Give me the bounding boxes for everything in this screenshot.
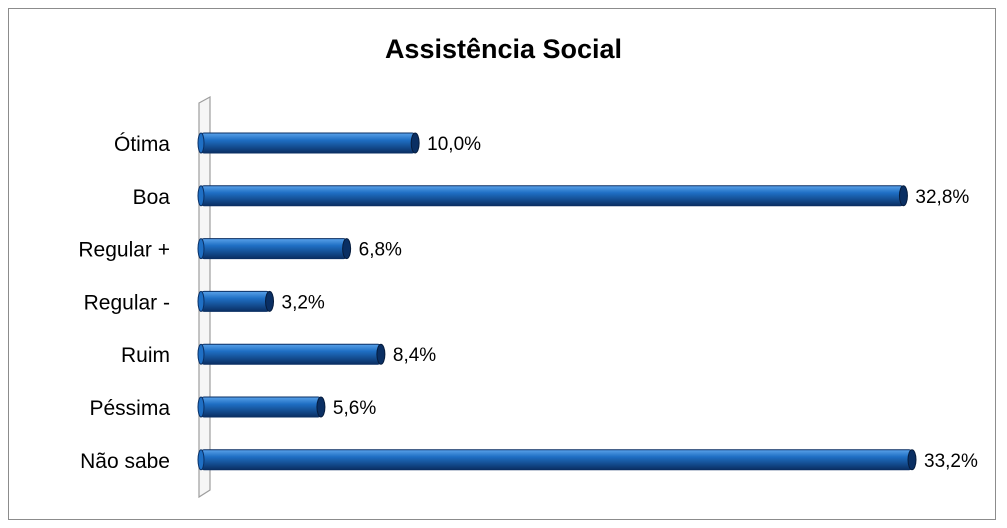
data-label: 32,8% [915,187,969,208]
bar [200,185,904,207]
bar-end-cap [410,132,420,154]
chart-title: Assistência Social [384,34,623,64]
bar-start-cap [197,449,205,471]
bar-start-cap [197,343,205,365]
bar-end-cap [907,449,917,471]
data-label: 6,8% [359,240,402,261]
category-label: Péssima [89,397,170,420]
data-label: 10,0% [427,134,481,155]
bar-start-cap [197,185,205,207]
data-label: 33,2% [924,451,978,472]
bar [200,238,348,260]
bars-group [197,132,917,471]
bar [200,290,271,312]
bar-end-cap [265,290,275,312]
bar [200,449,913,471]
bar-end-cap [898,185,908,207]
chart-frame [8,8,996,520]
category-label: Boa [133,186,171,209]
bar-start-cap [197,238,205,260]
bar [200,396,322,418]
bar-end-cap [376,343,386,365]
bar [200,132,416,154]
category-label: Não sabe [80,450,170,473]
bar [200,343,382,365]
bar-end-cap [316,396,326,418]
data-label: 3,2% [282,292,325,313]
bar-start-cap [197,290,205,312]
data-label: 8,4% [393,345,436,366]
category-label: Ótima [114,133,170,156]
category-label: Ruim [121,344,170,367]
category-label: Regular + [78,239,170,262]
bar-start-cap [197,132,205,154]
bar-start-cap [197,396,205,418]
category-label: Regular - [84,291,170,314]
data-label: 5,6% [333,398,376,419]
bar-end-cap [342,238,352,260]
labels-group: Ótima 10,0% Boa 32,8% Regular + 6,8% Regular -… [78,133,978,473]
